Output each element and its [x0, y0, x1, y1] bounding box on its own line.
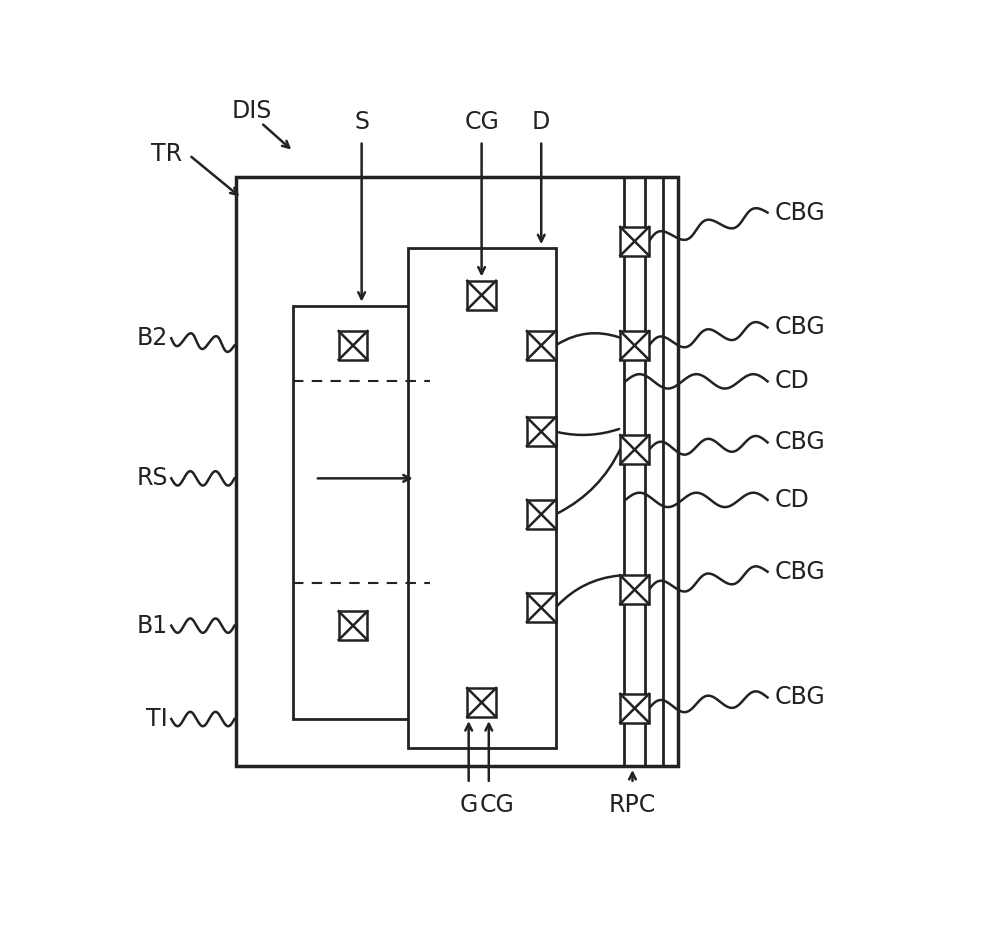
Bar: [620, 331, 649, 360]
Bar: [467, 689, 496, 717]
Text: CD: CD: [775, 488, 809, 512]
Bar: [236, 176, 678, 766]
Text: G: G: [459, 793, 478, 817]
Text: TI: TI: [146, 707, 168, 731]
Text: CBG: CBG: [775, 686, 825, 709]
Bar: [527, 331, 556, 360]
Text: CD: CD: [775, 369, 809, 394]
Bar: [620, 435, 649, 464]
Text: CG: CG: [464, 109, 499, 133]
Text: CBG: CBG: [775, 560, 825, 584]
Text: CBG: CBG: [775, 430, 825, 454]
Text: S: S: [354, 109, 369, 133]
Text: CBG: CBG: [775, 315, 825, 340]
Text: B2: B2: [136, 327, 168, 350]
Text: TR: TR: [151, 142, 182, 166]
Bar: [620, 227, 649, 256]
Bar: [339, 611, 367, 640]
Text: DIS: DIS: [232, 99, 272, 123]
Bar: [293, 306, 430, 719]
Text: B1: B1: [137, 614, 168, 637]
Bar: [620, 694, 649, 722]
Bar: [527, 500, 556, 529]
Text: RPC: RPC: [609, 793, 656, 817]
Bar: [408, 248, 556, 747]
Bar: [467, 281, 496, 310]
Text: CBG: CBG: [775, 201, 825, 225]
Text: RS: RS: [136, 466, 168, 491]
Bar: [527, 593, 556, 622]
Bar: [620, 576, 649, 604]
Text: CG: CG: [480, 793, 515, 817]
Text: D: D: [532, 109, 550, 133]
Bar: [527, 417, 556, 446]
Bar: [339, 331, 367, 360]
